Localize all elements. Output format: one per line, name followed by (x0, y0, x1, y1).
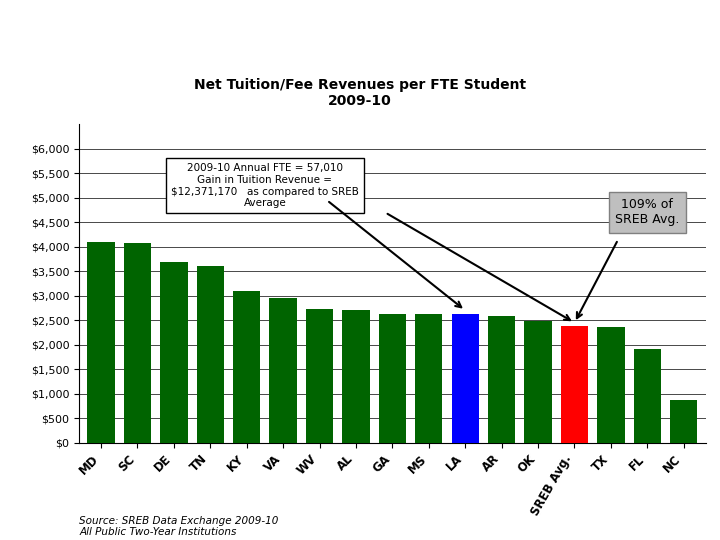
Bar (306, 309, 333, 443)
Bar (670, 400, 698, 443)
Bar (197, 266, 224, 443)
Text: Louisiana Postsecondary Education  - How do we compare?: Louisiana Postsecondary Education - How … (48, 24, 672, 44)
Bar (451, 314, 479, 443)
Bar (634, 349, 661, 443)
Bar (342, 310, 369, 443)
Bar (561, 326, 588, 443)
Bar (415, 314, 443, 443)
Bar (233, 291, 261, 443)
Bar (124, 243, 151, 443)
Bar (524, 321, 552, 443)
Bar (269, 298, 297, 443)
Text: Two-Year Institutions: Two-Year Institutions (250, 66, 470, 85)
Bar (598, 327, 624, 443)
Text: Source: SREB Data Exchange 2009-10
All Public Two-Year Institutions: Source: SREB Data Exchange 2009-10 All P… (79, 516, 279, 537)
Bar (379, 314, 406, 443)
Text: 2009-10 Annual FTE = 57,010
Gain in Tuition Revenue =
$12,371,170   as compared : 2009-10 Annual FTE = 57,010 Gain in Tuit… (171, 164, 359, 208)
Bar (488, 316, 516, 443)
Bar (87, 242, 114, 443)
Bar (161, 262, 187, 443)
Text: 109% of
SREB Avg.: 109% of SREB Avg. (615, 198, 680, 226)
Text: Net Tuition/Fee Revenues per FTE Student
2009-10: Net Tuition/Fee Revenues per FTE Student… (194, 78, 526, 108)
